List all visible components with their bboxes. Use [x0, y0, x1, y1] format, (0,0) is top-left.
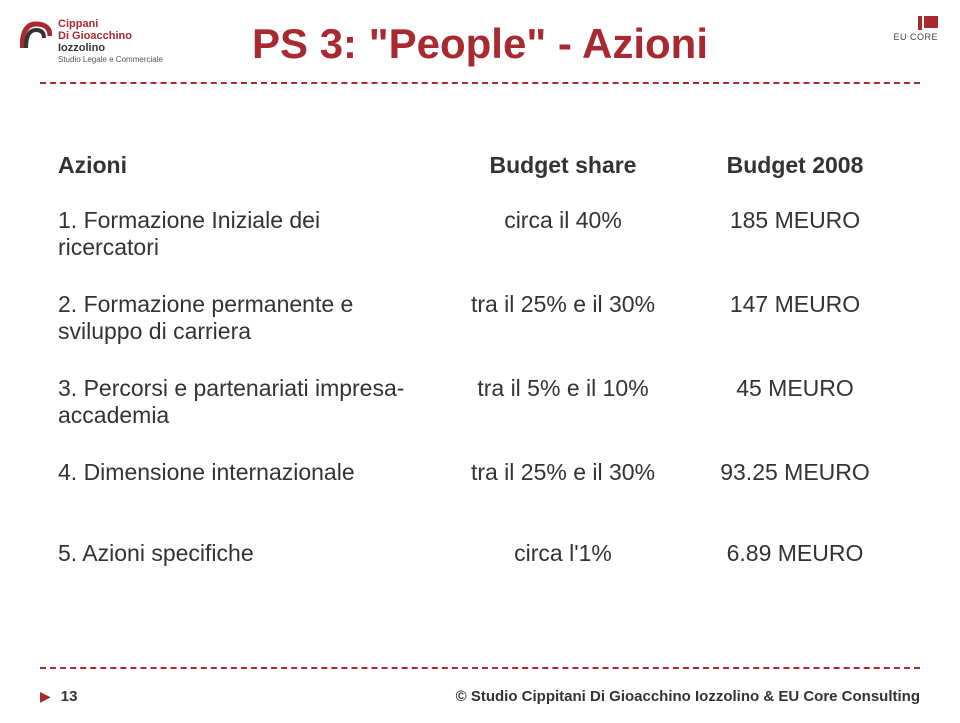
cell-label: 5. Azioni specifiche	[58, 516, 438, 597]
col-header-share: Budget share	[438, 152, 688, 207]
cell-label: 4. Dimensione internazionale	[58, 459, 438, 516]
cell-budget: 93.25 MEURO	[688, 459, 902, 516]
title-divider	[40, 82, 920, 84]
col-header-budget: Budget 2008	[688, 152, 902, 207]
cell-budget: 45 MEURO	[688, 375, 902, 459]
cell-budget: 185 MEURO	[688, 207, 902, 291]
cell-label: 2. Formazione permanente e sviluppo di c…	[58, 291, 438, 375]
footer-left: ▶ 13	[40, 688, 77, 705]
footer-copyright: © Studio Cippitani Di Gioacchino Iozzoli…	[456, 688, 920, 705]
footer: ▶ 13 © Studio Cippitani Di Gioacchino Io…	[40, 688, 920, 705]
cell-label: 3. Percorsi e partenariati impresa-accad…	[58, 375, 438, 459]
budget-table: Azioni Budget share Budget 2008 1. Forma…	[58, 152, 902, 597]
cell-share: tra il 25% e il 30%	[438, 459, 688, 516]
cell-share: circa il 40%	[438, 207, 688, 291]
table-row: 5. Azioni specifiche circa l'1% 6.89 MEU…	[58, 516, 902, 597]
slide-title: PS 3: "People" - Azioni	[0, 20, 960, 68]
footer-arrow-icon: ▶	[40, 688, 51, 705]
cell-label: 1. Formazione Iniziale dei ricercatori	[58, 207, 438, 291]
table-header-row: Azioni Budget share Budget 2008	[58, 152, 902, 207]
col-header-azioni: Azioni	[58, 152, 438, 207]
footer-divider	[40, 667, 920, 669]
page-number: 13	[61, 688, 78, 705]
cell-budget: 6.89 MEURO	[688, 516, 902, 597]
cell-budget: 147 MEURO	[688, 291, 902, 375]
table-row: 3. Percorsi e partenariati impresa-accad…	[58, 375, 902, 459]
cell-share: circa l'1%	[438, 516, 688, 597]
cell-share: tra il 25% e il 30%	[438, 291, 688, 375]
table-row: 2. Formazione permanente e sviluppo di c…	[58, 291, 902, 375]
cell-share: tra il 5% e il 10%	[438, 375, 688, 459]
table-row: 4. Dimensione internazionale tra il 25% …	[58, 459, 902, 516]
table-row: 1. Formazione Iniziale dei ricercatori c…	[58, 207, 902, 291]
slide: Cippani Di Gioacchino Iozzolino Studio L…	[0, 0, 960, 723]
